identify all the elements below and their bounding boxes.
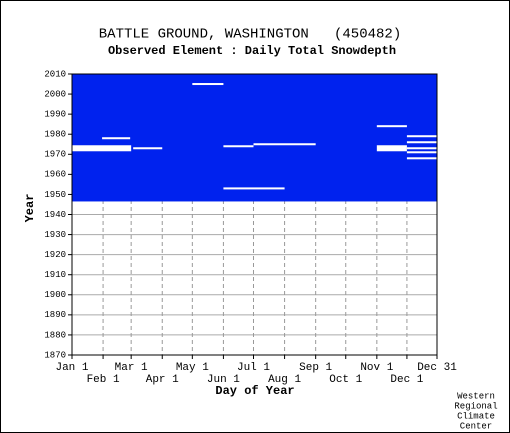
y-axis-label: Year xyxy=(23,194,37,223)
x-tick-label: Sep 1 xyxy=(299,362,332,374)
y-tick-label: 1990 xyxy=(44,110,66,120)
x-tick-label: Nov 1 xyxy=(360,362,393,374)
y-tick-label: 2010 xyxy=(44,69,66,79)
x-tick-label: Mar 1 xyxy=(115,362,148,374)
data-gap xyxy=(406,147,437,150)
y-tick-label: 1890 xyxy=(44,310,66,320)
credit-line: Climate xyxy=(457,411,495,421)
data-gap xyxy=(406,151,437,154)
x-tick-label: Jan 1 xyxy=(55,362,88,374)
chart-title: BATTLE GROUND, WASHINGTON (450482) xyxy=(99,27,401,43)
x-tick-label: Dec 31 xyxy=(417,362,457,374)
credit-line: Center xyxy=(460,421,492,431)
credit-line: Western xyxy=(457,391,495,401)
data-gap xyxy=(376,145,407,152)
x-tick-label: May 1 xyxy=(176,362,209,374)
x-tick-label: Oct 1 xyxy=(329,374,362,386)
y-tick-label: 1960 xyxy=(44,170,66,180)
data-gap xyxy=(192,83,224,86)
data-gap xyxy=(223,145,254,148)
y-tick-label: 1880 xyxy=(44,330,66,340)
x-axis-label: Day of Year xyxy=(215,384,294,398)
data-gap xyxy=(406,141,437,144)
y-tick-label: 1900 xyxy=(44,290,66,300)
y-tick-label: 1930 xyxy=(44,230,66,240)
y-tick-label: 1970 xyxy=(44,150,66,160)
data-gap xyxy=(133,147,163,150)
data-gap xyxy=(223,187,285,190)
y-tick-label: 1910 xyxy=(44,270,66,280)
data-gap xyxy=(406,157,437,160)
x-tick-label: Feb 1 xyxy=(87,374,120,386)
data-gap xyxy=(376,125,407,128)
x-tick-label: Jul 1 xyxy=(237,362,270,374)
x-tick-label: Jun 1 xyxy=(207,374,240,386)
x-tick-label: Aug 1 xyxy=(268,374,301,386)
y-tick-label: 1980 xyxy=(44,130,66,140)
chart-subtitle: Observed Element : Daily Total Snowdepth xyxy=(108,44,396,58)
credit-line: Regional xyxy=(454,401,497,411)
data-gap xyxy=(253,143,316,146)
y-tick-label: 2000 xyxy=(44,89,66,99)
y-tick-label: 1940 xyxy=(44,210,66,220)
y-tick-label: 1870 xyxy=(44,350,66,360)
data-gap xyxy=(102,137,131,140)
data-gap xyxy=(406,135,437,138)
y-tick-label: 1920 xyxy=(44,250,66,260)
record-period xyxy=(72,74,437,202)
y-tick-label: 1950 xyxy=(44,190,66,200)
data-gap xyxy=(72,145,132,152)
x-tick-label: Apr 1 xyxy=(146,374,179,386)
x-tick-label: Dec 1 xyxy=(390,374,423,386)
